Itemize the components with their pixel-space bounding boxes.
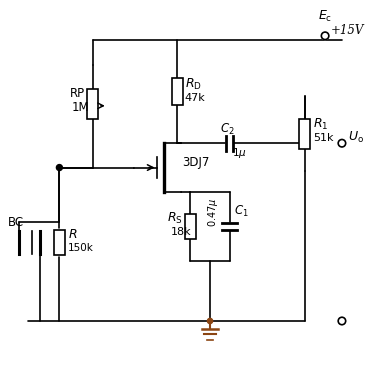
Bar xyxy=(185,214,196,239)
Bar xyxy=(172,78,182,105)
Text: RP: RP xyxy=(69,87,84,100)
Text: $R_{\rm S}$: $R_{\rm S}$ xyxy=(167,211,183,226)
Bar xyxy=(54,230,64,255)
Circle shape xyxy=(57,165,62,171)
Text: $C_2$: $C_2$ xyxy=(220,122,235,137)
Text: 150k: 150k xyxy=(67,242,93,253)
Text: 18k: 18k xyxy=(171,227,192,237)
Text: $R$: $R$ xyxy=(67,228,77,241)
Text: $R_{\rm D}$: $R_{\rm D}$ xyxy=(185,77,202,92)
Bar xyxy=(87,89,98,119)
Text: $U_{\rm o}$: $U_{\rm o}$ xyxy=(348,130,363,146)
Circle shape xyxy=(338,139,346,147)
Text: $C_1$: $C_1$ xyxy=(234,204,249,218)
Text: 51k: 51k xyxy=(313,133,333,143)
Text: +15V: +15V xyxy=(331,24,364,36)
Text: $0.47\mu$: $0.47\mu$ xyxy=(207,197,221,227)
Text: 3DJ7: 3DJ7 xyxy=(182,156,210,169)
Text: $E_{\rm c}$: $E_{\rm c}$ xyxy=(318,9,332,24)
Text: $1\mu$: $1\mu$ xyxy=(231,146,246,160)
Text: $R_1$: $R_1$ xyxy=(313,117,328,132)
Bar xyxy=(299,119,310,149)
Text: 47k: 47k xyxy=(185,93,205,103)
Text: 1M: 1M xyxy=(72,101,90,114)
Circle shape xyxy=(321,32,329,40)
Circle shape xyxy=(338,317,346,325)
Text: BC: BC xyxy=(8,215,24,228)
Circle shape xyxy=(207,318,213,324)
